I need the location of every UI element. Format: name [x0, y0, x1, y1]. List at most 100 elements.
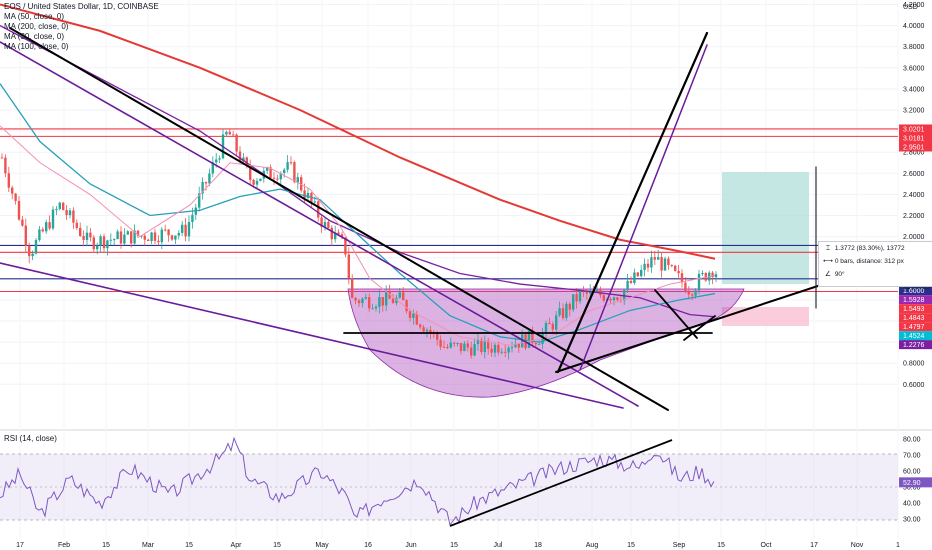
candle-body	[204, 182, 208, 184]
candle-body	[283, 169, 286, 174]
candle-body	[487, 340, 490, 349]
candle-body	[361, 298, 364, 304]
candle-body	[31, 253, 34, 257]
candle-body	[296, 177, 299, 183]
candle-body	[45, 222, 48, 232]
price-label: 1.6000	[903, 288, 925, 295]
price-tick-label: 2.0000	[903, 234, 925, 241]
time-tick-label: 15	[185, 542, 193, 549]
candle-body	[184, 224, 187, 237]
candle-body	[714, 274, 718, 278]
candle-body	[415, 313, 418, 325]
ma200-line[interactable]	[0, 3, 716, 260]
candle-body	[425, 329, 429, 332]
trendline-handle-bottom	[683, 315, 716, 341]
price-label-badge	[899, 322, 932, 332]
candle-body	[364, 297, 367, 299]
price-tick-label: 3.2000	[903, 108, 925, 115]
price-label-badge	[899, 295, 932, 305]
candle-body	[113, 239, 116, 241]
price-label-badge	[899, 340, 932, 350]
candle-body	[633, 272, 636, 283]
candle-body	[58, 202, 61, 209]
candle-body	[663, 258, 667, 271]
time-tick-label: 15	[102, 542, 110, 549]
candle-body	[677, 270, 680, 274]
candle-body	[371, 308, 374, 310]
ma30-line[interactable]	[0, 125, 716, 346]
time-tick-label: 16	[364, 542, 372, 549]
candle-body	[133, 230, 136, 244]
candle-body	[157, 240, 160, 243]
candle-body	[167, 229, 170, 236]
candle-body	[476, 339, 480, 344]
candle-body	[701, 273, 704, 275]
measure-bars-row: ⟷ 0 bars, distance: 312 px	[819, 255, 932, 268]
indicator-ma50[interactable]: MA (50, close, 0)	[4, 12, 65, 21]
candle-body	[653, 257, 656, 260]
candle-body	[470, 347, 473, 356]
candle-body	[694, 290, 697, 296]
candle-body	[123, 234, 126, 244]
candle-body	[68, 210, 72, 216]
candle-body	[490, 348, 493, 353]
candle-body	[99, 236, 102, 246]
price-tick-label: 2.4000	[903, 192, 925, 199]
candle-body	[150, 232, 153, 241]
time-tick-label: Aug	[586, 542, 599, 549]
candle-body	[480, 339, 483, 352]
symbol-title: EOS / United States Dollar, 1D, COINBASE	[4, 2, 159, 11]
candle-body	[629, 280, 633, 283]
price-countdown: 11:28:09	[903, 284, 930, 291]
price-label-badge	[899, 142, 932, 152]
candle-body	[711, 272, 714, 278]
candle-body	[517, 343, 520, 348]
candle-body	[602, 295, 605, 301]
candle-body	[279, 173, 282, 180]
rsi-tick-label: 40.00	[903, 501, 921, 508]
candle-body	[429, 329, 432, 333]
candle-body	[62, 202, 65, 211]
candle-body	[330, 227, 333, 240]
ma50-line[interactable]	[0, 83, 716, 343]
candle-body	[585, 291, 588, 294]
candle-body	[687, 292, 690, 295]
time-tick-label: 18	[534, 542, 542, 549]
candle-body	[510, 347, 514, 349]
indicator-ma200[interactable]: MA (200, close, 0)	[4, 22, 69, 31]
price-label: 1.2276	[903, 342, 925, 349]
candle-body	[436, 332, 439, 340]
price-tick-label: 3.6000	[903, 65, 925, 72]
candle-body	[79, 227, 82, 237]
candle-body	[276, 178, 279, 180]
trendline-handle-support	[555, 282, 828, 373]
indicator-ma30[interactable]: MA (30, close, 0)	[4, 32, 65, 41]
rsi-tick-label: 80.00	[903, 437, 921, 444]
time-tick-label: Jul	[494, 542, 503, 549]
bars-icon: ⟷	[823, 258, 834, 265]
rsi-title[interactable]: RSI (14, close)	[4, 434, 57, 443]
candle-body	[323, 221, 327, 227]
indicator-ma100[interactable]: MA (100, close, 0)	[4, 42, 69, 51]
time-tick-label: 17	[810, 542, 818, 549]
candle-body	[245, 157, 248, 167]
candle-body	[269, 167, 272, 178]
price-tick-label: 4.0000	[903, 23, 925, 30]
rsi-band	[0, 454, 898, 520]
candle-body	[561, 308, 565, 319]
candle-body	[293, 162, 296, 183]
candle-body	[51, 209, 55, 229]
candle-body	[215, 159, 218, 163]
time-tick-label: Sep	[673, 542, 686, 549]
trendline-descending-purple-2	[0, 262, 624, 409]
candle-body	[565, 303, 568, 319]
ma100-line[interactable]	[0, 25, 716, 318]
candle-body	[85, 232, 89, 240]
time-tick-label: 15	[450, 542, 458, 549]
candle-body	[153, 232, 157, 241]
trendline-descending-purple-1	[0, 41, 639, 407]
candle-body	[609, 298, 612, 301]
candle-body	[170, 235, 174, 240]
grid-lines	[0, 4, 898, 385]
